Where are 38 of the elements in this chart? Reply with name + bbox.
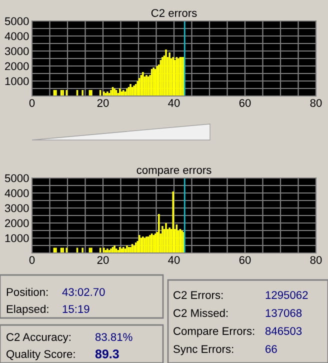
y-tick-label: 1000 (5, 77, 29, 86)
x-tick-label: 0 (29, 256, 35, 264)
x-tick-label: 40 (168, 99, 180, 107)
x-tick-label: 0 (29, 99, 35, 107)
text: C2 Accuracy: (6, 333, 70, 344)
text: 66 (266, 345, 277, 353)
x-tick-label: 60 (239, 256, 251, 264)
text: 1295062 (266, 291, 308, 299)
text: Sync Errors: (174, 345, 234, 356)
y-tick-label: 2000 (5, 62, 29, 70)
x-tick-label: 40 (168, 256, 180, 264)
text: 137068 (266, 309, 302, 317)
y-tick-label: 3000 (4, 204, 29, 212)
text: Quality Score: (6, 350, 75, 360)
text: C2 Missed: (174, 308, 228, 317)
x-tick-label: 80 (310, 99, 322, 107)
x-tick-label: 20 (97, 256, 109, 264)
text: 43:02.70 (62, 288, 105, 296)
x-tick-label: 20 (97, 99, 109, 107)
text: Elapsed: (6, 304, 48, 316)
y-tick-label: 5000 (4, 174, 29, 182)
text: 15:19 (62, 305, 90, 313)
text: Position: (6, 288, 48, 296)
text: 89.3 (95, 350, 119, 358)
text: Compare Errors: (174, 327, 254, 338)
x-tick-label: 60 (239, 99, 251, 107)
y-tick-label: 4000 (4, 32, 29, 40)
y-tick-label: 3000 (4, 47, 29, 56)
x-tick-label: 80 (310, 256, 322, 264)
chart-title: C2 errors (151, 9, 197, 17)
y-tick-label: 2000 (5, 219, 29, 228)
text: 83.81% (95, 333, 132, 341)
y-tick-label: 1000 (5, 234, 29, 242)
text: 846503 (265, 327, 302, 335)
y-tick-label: 4000 (4, 189, 29, 198)
chart-title: compare errors (136, 168, 212, 176)
y-tick-label: 5000 (4, 17, 29, 26)
text: C2 Errors: (174, 291, 223, 299)
